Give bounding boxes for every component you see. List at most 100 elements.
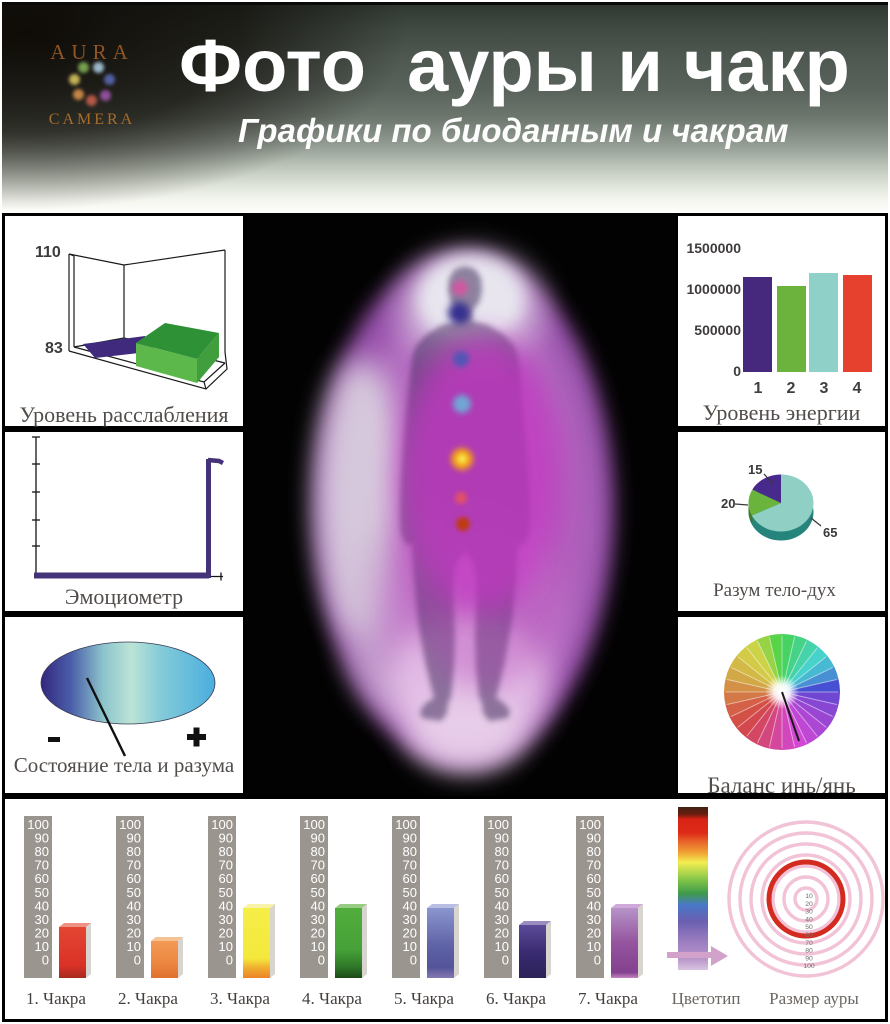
svg-text:3. Чакра: 3. Чакра <box>210 989 270 1008</box>
svg-text:80: 80 <box>127 844 141 859</box>
svg-text:0: 0 <box>502 953 509 968</box>
svg-text:2. Чакра: 2. Чакра <box>118 989 178 1008</box>
svg-text:100: 100 <box>579 817 601 832</box>
svg-text:15: 15 <box>748 462 762 477</box>
svg-text:30: 30 <box>587 912 601 927</box>
svg-text:0: 0 <box>226 953 233 968</box>
svg-text:80: 80 <box>219 844 233 859</box>
svg-text:0: 0 <box>410 953 417 968</box>
svg-text:80: 80 <box>311 844 325 859</box>
svg-text:20: 20 <box>587 925 601 940</box>
svg-text:4: 4 <box>853 380 862 397</box>
svg-text:1000000: 1000000 <box>686 281 741 297</box>
svg-text:80: 80 <box>805 948 813 955</box>
svg-text:90: 90 <box>587 831 601 846</box>
svg-text:1500000: 1500000 <box>686 240 741 256</box>
svg-text:40: 40 <box>127 898 141 913</box>
svg-text:1. Чакра: 1. Чакра <box>26 989 86 1008</box>
svg-text:20: 20 <box>311 925 325 940</box>
svg-text:10: 10 <box>219 939 233 954</box>
svg-text:20: 20 <box>35 925 49 940</box>
svg-text:83: 83 <box>45 340 63 357</box>
svg-text:90: 90 <box>219 831 233 846</box>
svg-text:6. Чакра: 6. Чакра <box>486 989 546 1008</box>
svg-text:500000: 500000 <box>694 322 741 338</box>
svg-text:50: 50 <box>127 885 141 900</box>
svg-text:20: 20 <box>219 925 233 940</box>
svg-text:80: 80 <box>35 844 49 859</box>
svg-text:70: 70 <box>403 858 417 873</box>
svg-text:40: 40 <box>587 898 601 913</box>
svg-text:100: 100 <box>395 817 417 832</box>
svg-text:70: 70 <box>805 940 813 947</box>
svg-text:90: 90 <box>805 955 813 962</box>
svg-text:70: 70 <box>127 858 141 873</box>
svg-text:100: 100 <box>303 817 325 832</box>
svg-text:20: 20 <box>127 925 141 940</box>
svg-text:10: 10 <box>35 939 49 954</box>
svg-text:20: 20 <box>721 496 735 511</box>
svg-text:20: 20 <box>403 925 417 940</box>
svg-text:100: 100 <box>211 817 233 832</box>
svg-text:Размер ауры: Размер ауры <box>769 989 859 1008</box>
svg-text:0: 0 <box>42 953 49 968</box>
svg-text:40: 40 <box>495 898 509 913</box>
svg-text:30: 30 <box>805 909 813 916</box>
svg-text:3: 3 <box>820 380 829 397</box>
svg-text:30: 30 <box>495 912 509 927</box>
svg-text:90: 90 <box>403 831 417 846</box>
svg-text:50: 50 <box>495 885 509 900</box>
svg-text:70: 70 <box>219 858 233 873</box>
svg-text:50: 50 <box>805 924 813 931</box>
svg-text:20: 20 <box>495 925 509 940</box>
svg-text:50: 50 <box>403 885 417 900</box>
svg-text:40: 40 <box>805 916 813 923</box>
svg-text:60: 60 <box>403 871 417 886</box>
svg-text:90: 90 <box>495 831 509 846</box>
svg-text:40: 40 <box>311 898 325 913</box>
svg-text:40: 40 <box>35 898 49 913</box>
svg-text:40: 40 <box>219 898 233 913</box>
svg-text:20: 20 <box>805 901 813 908</box>
svg-text:60: 60 <box>127 871 141 886</box>
svg-text:110: 110 <box>35 244 61 261</box>
svg-text:7. Чакра: 7. Чакра <box>578 989 638 1008</box>
svg-text:60: 60 <box>805 932 813 939</box>
svg-text:90: 90 <box>127 831 141 846</box>
svg-text:60: 60 <box>35 871 49 886</box>
svg-text:1: 1 <box>754 380 763 397</box>
svg-text:70: 70 <box>311 858 325 873</box>
svg-text:0: 0 <box>733 363 741 379</box>
svg-text:40: 40 <box>403 898 417 913</box>
svg-text:5. Чакра: 5. Чакра <box>394 989 454 1008</box>
svg-text:100: 100 <box>27 817 49 832</box>
svg-text:70: 70 <box>587 858 601 873</box>
svg-text:90: 90 <box>35 831 49 846</box>
svg-text:10: 10 <box>403 939 417 954</box>
svg-text:80: 80 <box>495 844 509 859</box>
svg-text:80: 80 <box>587 844 601 859</box>
svg-text:Цветотип: Цветотип <box>672 989 741 1008</box>
svg-text:50: 50 <box>35 885 49 900</box>
svg-text:70: 70 <box>35 858 49 873</box>
svg-text:2: 2 <box>787 380 796 397</box>
svg-text:90: 90 <box>311 831 325 846</box>
svg-text:10: 10 <box>495 939 509 954</box>
svg-text:100: 100 <box>803 963 815 970</box>
svg-text:30: 30 <box>127 912 141 927</box>
svg-text:10: 10 <box>127 939 141 954</box>
svg-text:0: 0 <box>318 953 325 968</box>
svg-text:65: 65 <box>823 525 837 540</box>
svg-text:50: 50 <box>587 885 601 900</box>
svg-text:70: 70 <box>495 858 509 873</box>
svg-text:60: 60 <box>495 871 509 886</box>
svg-text:50: 50 <box>219 885 233 900</box>
svg-text:30: 30 <box>311 912 325 927</box>
svg-text:80: 80 <box>403 844 417 859</box>
svg-text:30: 30 <box>403 912 417 927</box>
svg-text:100: 100 <box>487 817 509 832</box>
svg-text:0: 0 <box>594 953 601 968</box>
svg-text:10: 10 <box>587 939 601 954</box>
svg-text:0: 0 <box>134 953 141 968</box>
svg-text:100: 100 <box>119 817 141 832</box>
